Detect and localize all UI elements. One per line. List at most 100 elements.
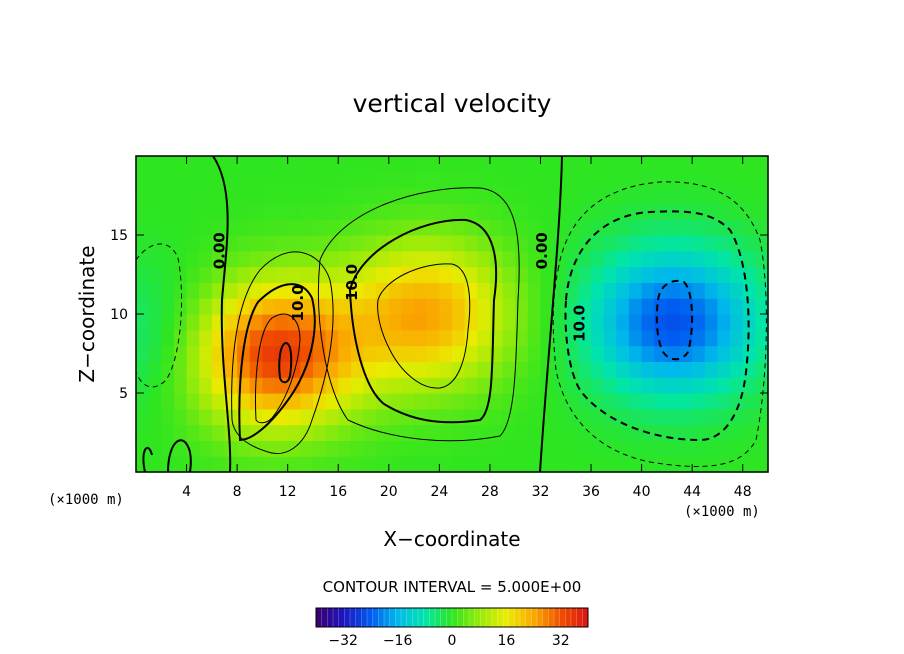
field-cell <box>173 393 188 410</box>
field-cell <box>553 282 567 299</box>
field-cell <box>199 314 213 331</box>
field-cell <box>603 345 617 362</box>
field-cell <box>565 203 579 220</box>
field-cell <box>755 361 769 378</box>
field-cell <box>553 456 567 473</box>
field-cell <box>755 345 769 362</box>
field-cell <box>414 345 428 362</box>
field-cell <box>173 329 188 347</box>
x-tick-label: 28 <box>481 484 499 500</box>
field-cell <box>136 361 150 378</box>
field-cell <box>616 424 630 441</box>
field-cell <box>489 424 504 441</box>
colorbar-segment <box>469 608 475 627</box>
field-cell <box>679 456 693 473</box>
field-cell <box>502 235 516 252</box>
contour-label: 10.0 <box>289 284 307 321</box>
field-cell <box>211 377 226 394</box>
field-cell <box>136 424 150 441</box>
field-cell <box>616 361 630 378</box>
field-cell <box>616 408 630 426</box>
field-cell <box>388 266 403 283</box>
colorbar-segment <box>497 608 504 627</box>
field-cell <box>136 203 150 220</box>
field-cell <box>452 266 466 283</box>
field-cell <box>211 314 226 331</box>
field-cell <box>312 456 327 473</box>
field-cell <box>325 377 339 394</box>
field-cell <box>654 298 668 315</box>
field-cell <box>300 440 314 457</box>
field-cell <box>755 329 769 347</box>
field-cell <box>527 440 542 457</box>
field-cell <box>439 187 453 204</box>
field-cell <box>641 266 655 283</box>
field-cell <box>262 250 276 268</box>
field-cell <box>502 156 516 173</box>
field-cell <box>275 171 289 189</box>
field-cell <box>363 314 377 331</box>
field-cell <box>161 250 175 268</box>
field-cell <box>527 282 542 299</box>
field-cell <box>426 171 440 189</box>
field-cell <box>515 250 529 268</box>
field-cell <box>224 424 238 441</box>
field-cell <box>136 266 150 283</box>
field-cell <box>148 156 162 173</box>
field-cell <box>325 156 339 173</box>
field-cell <box>186 456 200 473</box>
field-cell <box>578 377 592 394</box>
field-cell <box>401 329 415 347</box>
field-cell <box>388 219 403 236</box>
field-cell <box>275 456 289 473</box>
field-cell <box>350 250 365 268</box>
field-cell <box>502 329 516 347</box>
field-cell <box>553 440 567 457</box>
field-cell <box>312 440 327 457</box>
field-cell <box>300 156 314 173</box>
field-cell <box>730 156 744 173</box>
field-cell <box>439 250 453 268</box>
contour-20-left <box>255 313 301 424</box>
colorbar-segment <box>344 608 351 627</box>
field-cell <box>641 345 655 362</box>
field-cell <box>565 377 579 394</box>
field-cell <box>161 266 175 283</box>
field-cell <box>628 314 643 331</box>
field-cell <box>363 235 377 252</box>
field-cell <box>578 156 592 173</box>
field-cell <box>502 377 516 394</box>
field-cell <box>527 187 542 204</box>
field-cell <box>692 203 706 220</box>
colorbar-segment <box>525 608 532 627</box>
field-cell <box>464 156 478 173</box>
field-cell <box>287 171 301 189</box>
field-cell <box>338 266 352 283</box>
field-cell <box>679 266 693 283</box>
field-cell <box>388 171 403 189</box>
field-cell <box>730 266 744 283</box>
field-cell <box>414 329 428 347</box>
colorbar-segment <box>531 608 538 627</box>
field-cell <box>591 424 605 441</box>
field-cell <box>388 440 403 457</box>
field-cell <box>565 171 579 189</box>
field-cell <box>186 235 200 252</box>
field-cell <box>603 156 617 173</box>
field-cell <box>641 156 655 173</box>
field-cell <box>704 219 719 236</box>
field-cell <box>148 250 162 268</box>
field-cell <box>477 156 491 173</box>
field-cell <box>742 187 756 204</box>
field-cell <box>237 203 251 220</box>
field-cell <box>186 424 200 441</box>
field-cell <box>730 298 744 315</box>
field-cell <box>755 298 769 315</box>
field-cell <box>692 361 706 378</box>
field-cell <box>679 377 693 394</box>
x-tick-label: 48 <box>734 484 752 500</box>
field-cell <box>338 282 352 299</box>
field-cell <box>312 393 327 410</box>
field-cell <box>666 171 681 189</box>
field-cell <box>262 298 276 315</box>
